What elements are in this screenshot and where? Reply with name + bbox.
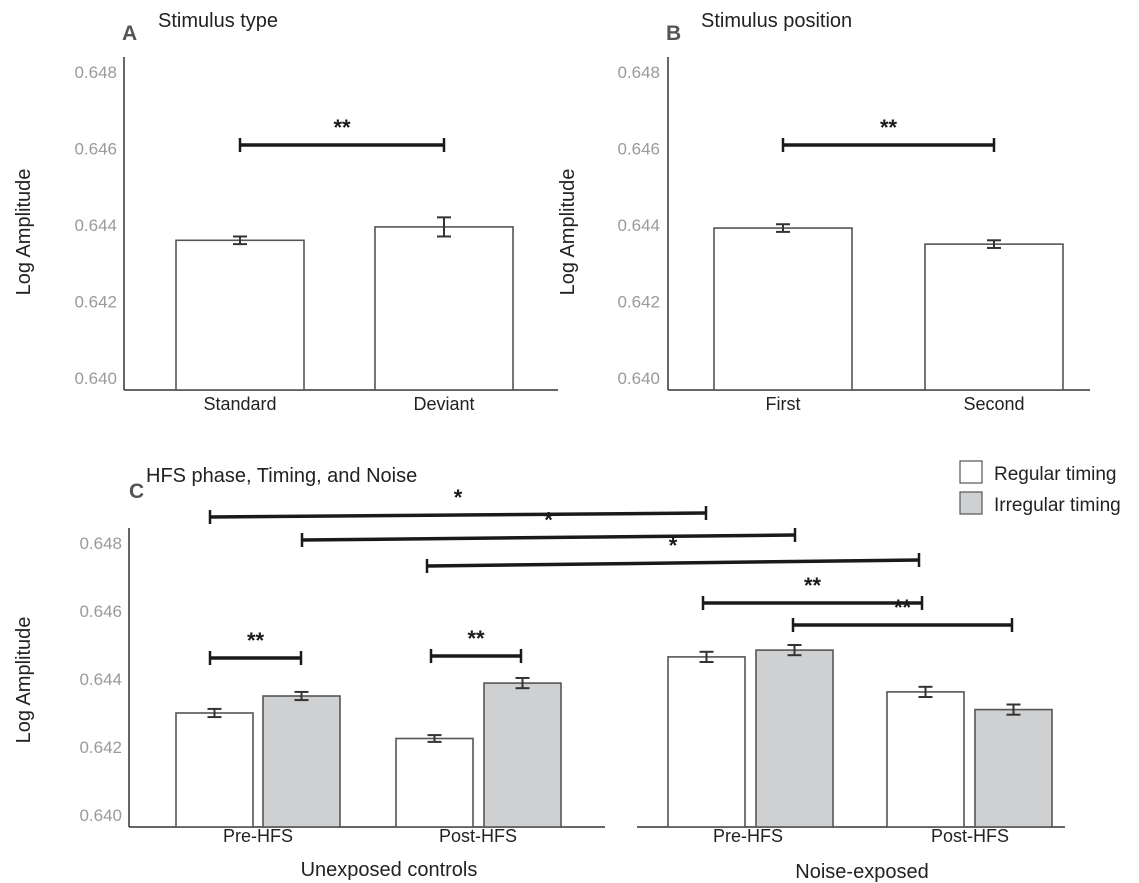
y-tick-label: 0.644 bbox=[79, 670, 122, 689]
y-tick-label: 0.642 bbox=[617, 293, 660, 312]
panel-c-bar-regular bbox=[175, 712, 254, 828]
panel-b-sig-bracket-label: ** bbox=[880, 115, 898, 140]
panel-c-sig-bracket-label: ** bbox=[894, 595, 912, 620]
panel-b-letter: B bbox=[666, 22, 681, 45]
y-tick-label: 0.646 bbox=[74, 140, 117, 159]
panel-c-title: HFS phase, Timing, and Noise bbox=[146, 465, 417, 487]
legend-label-irregular: Irregular timing bbox=[994, 495, 1121, 516]
x-tick-label: Post-HFS bbox=[931, 826, 1009, 846]
plot-layer: 0.640 0.642 0.644 0.646 0.648 Standard Deviant… bbox=[74, 57, 1090, 846]
group-label-noise: Noise-exposed bbox=[795, 861, 928, 883]
x-tick-label: First bbox=[766, 394, 801, 414]
panel-a-ylabel: Log Amplitude bbox=[13, 169, 35, 296]
legend-label-regular: Regular timing bbox=[994, 464, 1117, 485]
panel-a-letter: A bbox=[122, 22, 137, 45]
panel-b-bar-first bbox=[713, 227, 853, 391]
panel-c-sig-bracket-label: ** bbox=[467, 626, 485, 651]
x-tick-label: Pre-HFS bbox=[223, 826, 293, 846]
y-tick-label: 0.642 bbox=[79, 738, 122, 757]
y-tick-label: 0.648 bbox=[79, 534, 122, 553]
legend: Regular timing Irregular timing bbox=[959, 460, 1121, 516]
panel-c-sig-bracket-label: * bbox=[544, 508, 553, 533]
panel-c-bar-irregular bbox=[755, 649, 834, 828]
y-tick-label: 0.640 bbox=[79, 806, 122, 825]
group-label-unexposed: Unexposed controls bbox=[301, 859, 478, 881]
y-tick-label: 0.644 bbox=[74, 216, 117, 235]
panel-c-bar-regular bbox=[395, 737, 474, 828]
panel-c-sig-bracket bbox=[426, 558, 920, 568]
y-tick-label: 0.640 bbox=[74, 369, 117, 388]
y-tick-label: 0.648 bbox=[74, 63, 117, 82]
panel-c-sig-bracket bbox=[209, 511, 707, 519]
x-tick-label: Second bbox=[963, 394, 1024, 414]
y-tick-label: 0.648 bbox=[617, 63, 660, 82]
y-tick-label: 0.642 bbox=[74, 293, 117, 312]
panel-c-sig-bracket-label: ** bbox=[247, 628, 265, 653]
panel-a-sig-bracket-label: ** bbox=[333, 115, 351, 140]
y-tick-label: 0.644 bbox=[617, 216, 660, 235]
panel-b-bar-second bbox=[924, 243, 1064, 391]
panel-a-bar-deviant bbox=[374, 226, 514, 391]
x-tick-label: Post-HFS bbox=[439, 826, 517, 846]
legend-swatch-irregular bbox=[959, 491, 983, 515]
panel-c-sig-bracket bbox=[301, 533, 796, 542]
panel-c-bar-irregular bbox=[974, 708, 1053, 828]
panel-c-bar-regular bbox=[886, 691, 965, 828]
x-tick-label: Pre-HFS bbox=[713, 826, 783, 846]
panel-c-sig-bracket-label: * bbox=[454, 485, 463, 510]
panel-c-bar-irregular bbox=[483, 682, 562, 828]
panel-c-sig-bracket-label: * bbox=[669, 533, 678, 558]
panel-c-letter: C bbox=[129, 480, 144, 503]
panel-c-sig-bracket-label: ** bbox=[804, 573, 822, 598]
legend-swatch-regular bbox=[959, 460, 983, 484]
x-tick-label: Standard bbox=[203, 394, 276, 414]
panel-b-title: Stimulus position bbox=[701, 10, 852, 32]
panel-b-ylabel: Log Amplitude bbox=[557, 169, 579, 296]
y-tick-label: 0.646 bbox=[617, 140, 660, 159]
y-tick-label: 0.646 bbox=[79, 602, 122, 621]
x-tick-label: Deviant bbox=[413, 394, 474, 414]
panel-a-bar-standard bbox=[175, 239, 305, 391]
panel-c-bar-irregular bbox=[262, 695, 341, 828]
y-tick-label: 0.640 bbox=[617, 369, 660, 388]
panel-a-title: Stimulus type bbox=[158, 10, 278, 32]
panel-c-ylabel: Log Amplitude bbox=[13, 617, 35, 744]
panel-c-bar-regular bbox=[667, 656, 746, 828]
